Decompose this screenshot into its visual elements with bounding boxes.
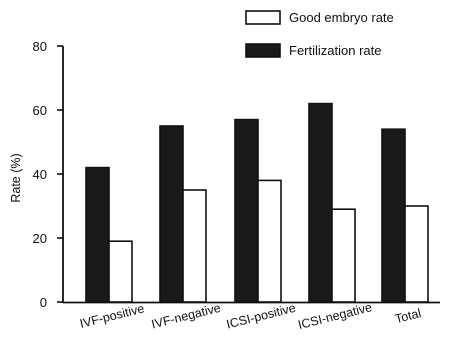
- y-tick-label-80: 80: [33, 39, 47, 54]
- y-tick-label-60: 60: [33, 103, 47, 118]
- plot-bars: [85, 102, 429, 303]
- y-tick-label-40: 40: [33, 167, 47, 182]
- bar-fertilization-rate-total: [381, 128, 406, 303]
- legend-swatch-fertilization-rate: [245, 43, 281, 58]
- bar-good-embryo-rate-icsi-negative: [331, 208, 356, 303]
- legend-label-fertilization-rate: Fertilization rate: [289, 43, 381, 58]
- x-tick-label-icsi-positive: ICSI-positive: [225, 301, 297, 332]
- legend-swatch-good-embryo-rate: [245, 10, 281, 25]
- bar-good-embryo-rate-total: [404, 205, 429, 303]
- legend-label-good-embryo-rate: Good embryo rate: [289, 10, 394, 25]
- x-tick-label-ivf-negative: IVF-negative: [150, 301, 222, 332]
- y-tick-label-0: 0: [40, 295, 47, 310]
- legend: Good embryo rate Fertilization rate: [245, 10, 394, 58]
- y-tick-label-20: 20: [33, 231, 47, 246]
- bar-fertilization-rate-ivf-negative: [159, 125, 184, 303]
- x-tick-label-ivf-positive: IVF-positive: [78, 301, 145, 331]
- bar-fertilization-rate-ivf-positive: [85, 166, 110, 303]
- x-tick-label-total: Total: [394, 306, 423, 326]
- bar-good-embryo-rate-icsi-positive: [257, 179, 282, 303]
- bar-good-embryo-rate-ivf-negative: [182, 189, 207, 303]
- bar-fertilization-rate-icsi-negative: [308, 102, 333, 303]
- bar-good-embryo-rate-ivf-positive: [108, 240, 133, 303]
- x-tick-label-icsi-negative: ICSI-negative: [297, 300, 374, 332]
- y-axis-title: Rate (%): [9, 153, 23, 202]
- bar-fertilization-rate-icsi-positive: [234, 118, 259, 303]
